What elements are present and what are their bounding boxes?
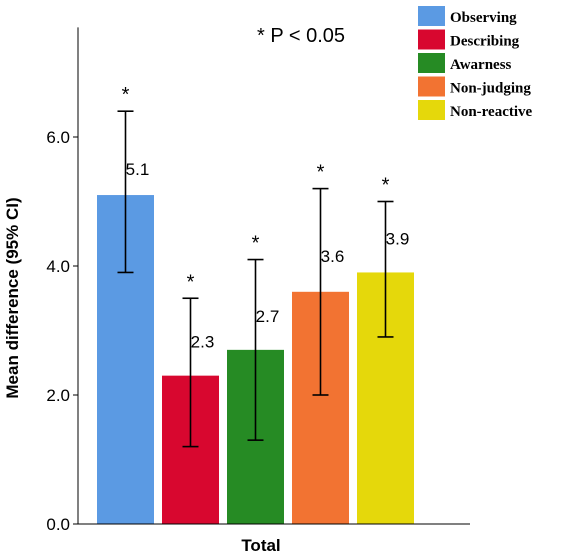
error-bar: [312, 187, 329, 396]
legend-label: Non-judging: [450, 81, 531, 97]
legend-item-describing: Describing: [418, 29, 520, 50]
legend-label: Awarness: [450, 57, 512, 73]
legend-item-non-judging: Non-judging: [418, 76, 531, 97]
significance-star: *: [187, 271, 195, 293]
value-label: 3.9: [386, 229, 410, 248]
error-bars: [117, 110, 394, 448]
y-tick-label: 6.0: [46, 128, 70, 147]
legend-label: Observing: [450, 10, 517, 26]
significance-star: *: [252, 233, 260, 255]
legend: Observing Describing Awarness Non-judging No…: [418, 6, 533, 120]
legend-item-awarness: Awarness: [418, 53, 512, 73]
error-bar: [117, 110, 134, 274]
legend-label: Non-reactive: [450, 104, 533, 120]
value-label: 5.1: [126, 160, 150, 179]
significance-marks: * * * * *: [122, 84, 390, 293]
legend-label: Describing: [450, 34, 520, 50]
error-bar: [377, 200, 394, 338]
legend-swatch: [418, 76, 445, 97]
legend-swatch: [418, 29, 445, 50]
legend-swatch: [418, 100, 445, 120]
y-tick-label: 0.0: [46, 515, 70, 534]
y-tick-label: 2.0: [46, 386, 70, 405]
y-tick-label: 4.0: [46, 257, 70, 276]
legend-item-non-reactive: Non-reactive: [418, 100, 533, 120]
legend-item-observing: Observing: [418, 6, 517, 26]
significance-annotation: * P < 0.05: [257, 25, 345, 47]
value-labels: 5.1 2.3 2.7 3.6 3.9: [126, 160, 410, 352]
legend-swatch: [418, 6, 445, 26]
error-bar: [182, 297, 199, 448]
y-axis-ticks: 0.0 2.0 4.0 6.0: [46, 128, 78, 534]
legend-swatch: [418, 53, 445, 73]
value-label: 2.3: [191, 333, 215, 352]
y-axis-label: Mean difference (95% CI): [3, 197, 22, 398]
significance-star: *: [122, 84, 130, 106]
error-bar: [247, 258, 264, 441]
value-label: 3.6: [321, 247, 345, 266]
value-label: 2.7: [256, 307, 280, 326]
significance-star: *: [317, 162, 325, 184]
significance-star: *: [382, 175, 390, 197]
x-axis-label: Total: [241, 536, 280, 554]
